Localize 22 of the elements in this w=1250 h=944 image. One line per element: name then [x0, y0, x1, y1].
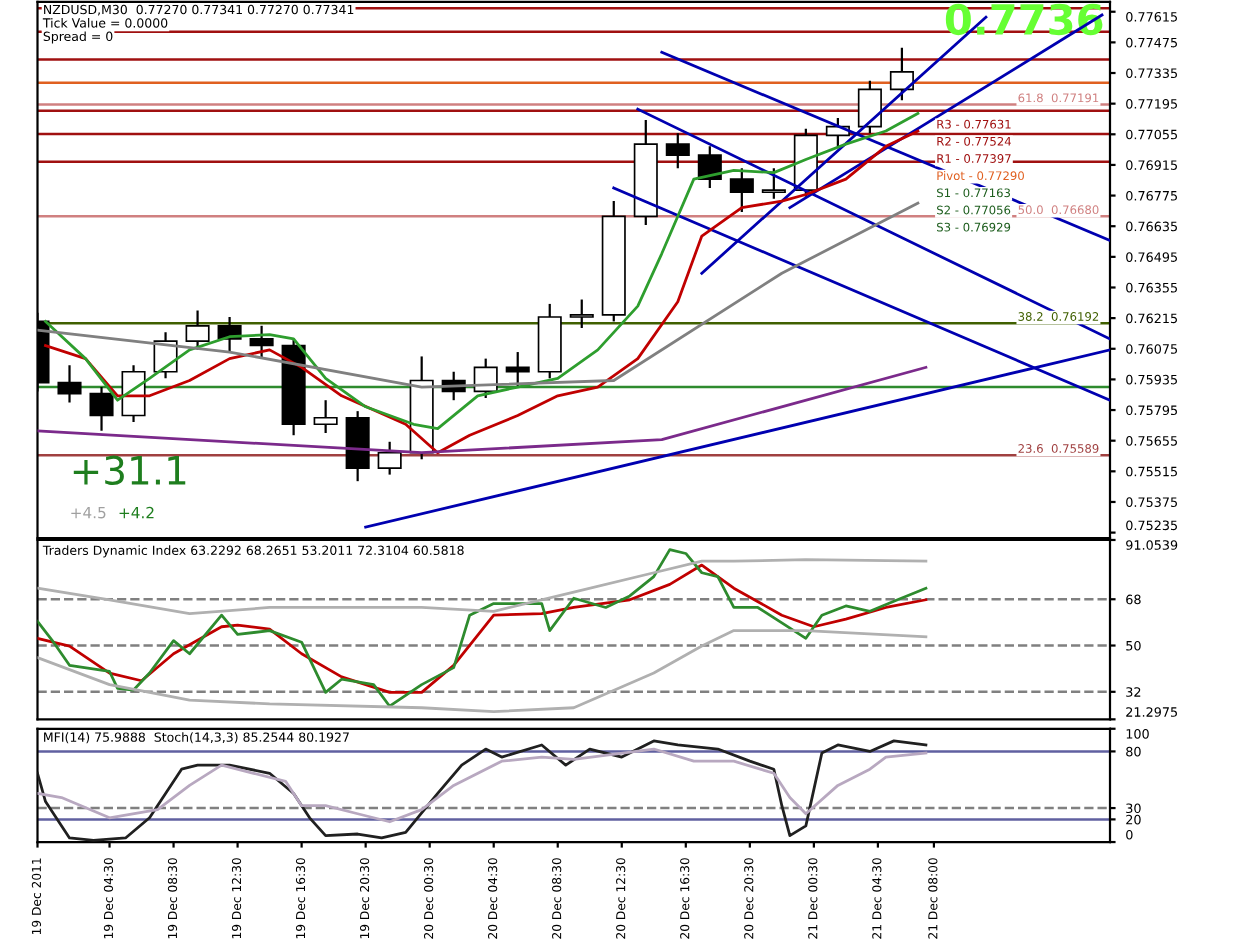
candlestick: [569, 298, 594, 330]
candlestick: [377, 440, 402, 476]
candlestick: [857, 79, 882, 135]
candlestick: [185, 309, 210, 351]
candlestick: [761, 167, 786, 200]
line-series: [37, 365, 928, 455]
candlestick: [89, 385, 114, 432]
candlestick: [665, 132, 690, 170]
line-series: [37, 747, 928, 824]
candlestick: [729, 167, 754, 214]
line-series: [37, 563, 928, 694]
candlestick: [505, 350, 530, 389]
candlestick: [313, 399, 338, 435]
line-series: [37, 558, 928, 616]
candlestick: [889, 46, 914, 102]
line-series: [37, 548, 928, 708]
candlestick: [697, 145, 722, 190]
line-series: [37, 201, 920, 389]
annotation: +31.1: [73, 455, 186, 486]
line-series: [37, 629, 928, 713]
candlestick: [57, 364, 82, 404]
candlestick: [249, 324, 274, 360]
